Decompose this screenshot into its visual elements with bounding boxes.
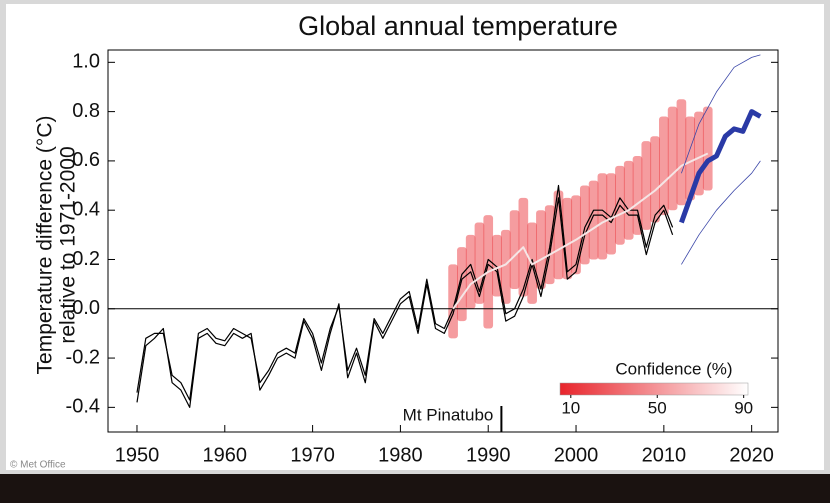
series-line (452, 152, 709, 310)
colorbar-tick-label: 10 (561, 398, 580, 417)
colorbar-tick-label: 50 (648, 398, 667, 417)
panel (6, 4, 824, 470)
x-tick-label: 1950 (115, 444, 160, 466)
confidence-band (650, 136, 660, 223)
confidence-band (553, 190, 564, 280)
confidence-band (509, 210, 520, 290)
plot-frame (107, 49, 779, 433)
confidence-band (500, 229, 511, 304)
y-tick-label: -0.4 (66, 396, 100, 418)
confidence-band (659, 116, 669, 216)
confidence-band (579, 185, 590, 265)
series-line (136, 197, 674, 408)
confidence-band (685, 116, 696, 201)
y-tick-label: 0.6 (72, 149, 100, 171)
y-axis-label: relative to 1971-2000 (57, 146, 80, 343)
confidence-band (702, 106, 713, 191)
confidence-band (588, 180, 599, 260)
y-tick-label: 0.8 (72, 100, 100, 122)
credit: © Met Office (10, 460, 66, 471)
annotation-label: Mt Pinatubo (403, 405, 494, 424)
x-tick-label: 1970 (290, 444, 335, 466)
y-axis-label: Temperature difference (°C) (34, 116, 57, 375)
colorbar (559, 382, 749, 396)
y-tick-label: 1.0 (72, 51, 100, 73)
series-line (681, 160, 761, 265)
y-tick-label: -0.2 (66, 346, 100, 368)
chart-title: Global annual temperature (298, 11, 618, 41)
x-tick-label: 1960 (203, 444, 248, 466)
confidence-band (606, 173, 616, 255)
x-tick-label: 2010 (642, 444, 687, 466)
confidence-band (536, 210, 546, 290)
colorbar-title: Confidence (%) (615, 359, 732, 378)
x-tick-label: 1980 (378, 444, 423, 466)
confidence-band (676, 99, 687, 206)
y-tick-label: 0.2 (72, 248, 100, 270)
y-tick-label: 0.4 (72, 198, 100, 220)
confidence-band (667, 106, 678, 211)
y-tick-label: 0.0 (72, 297, 100, 319)
confidence-band (457, 247, 467, 322)
x-tick-label: 1990 (466, 444, 511, 466)
bottom-strip (0, 474, 830, 503)
confidence-band (641, 141, 652, 230)
confidence-band (597, 173, 608, 260)
series-line (681, 54, 761, 174)
series-line (679, 109, 762, 224)
x-tick-label: 2020 (729, 444, 774, 466)
confidence-band (623, 160, 634, 240)
colorbar-tick-label: 90 (734, 398, 753, 417)
series-line (136, 184, 674, 401)
x-tick-label: 2000 (554, 444, 599, 466)
